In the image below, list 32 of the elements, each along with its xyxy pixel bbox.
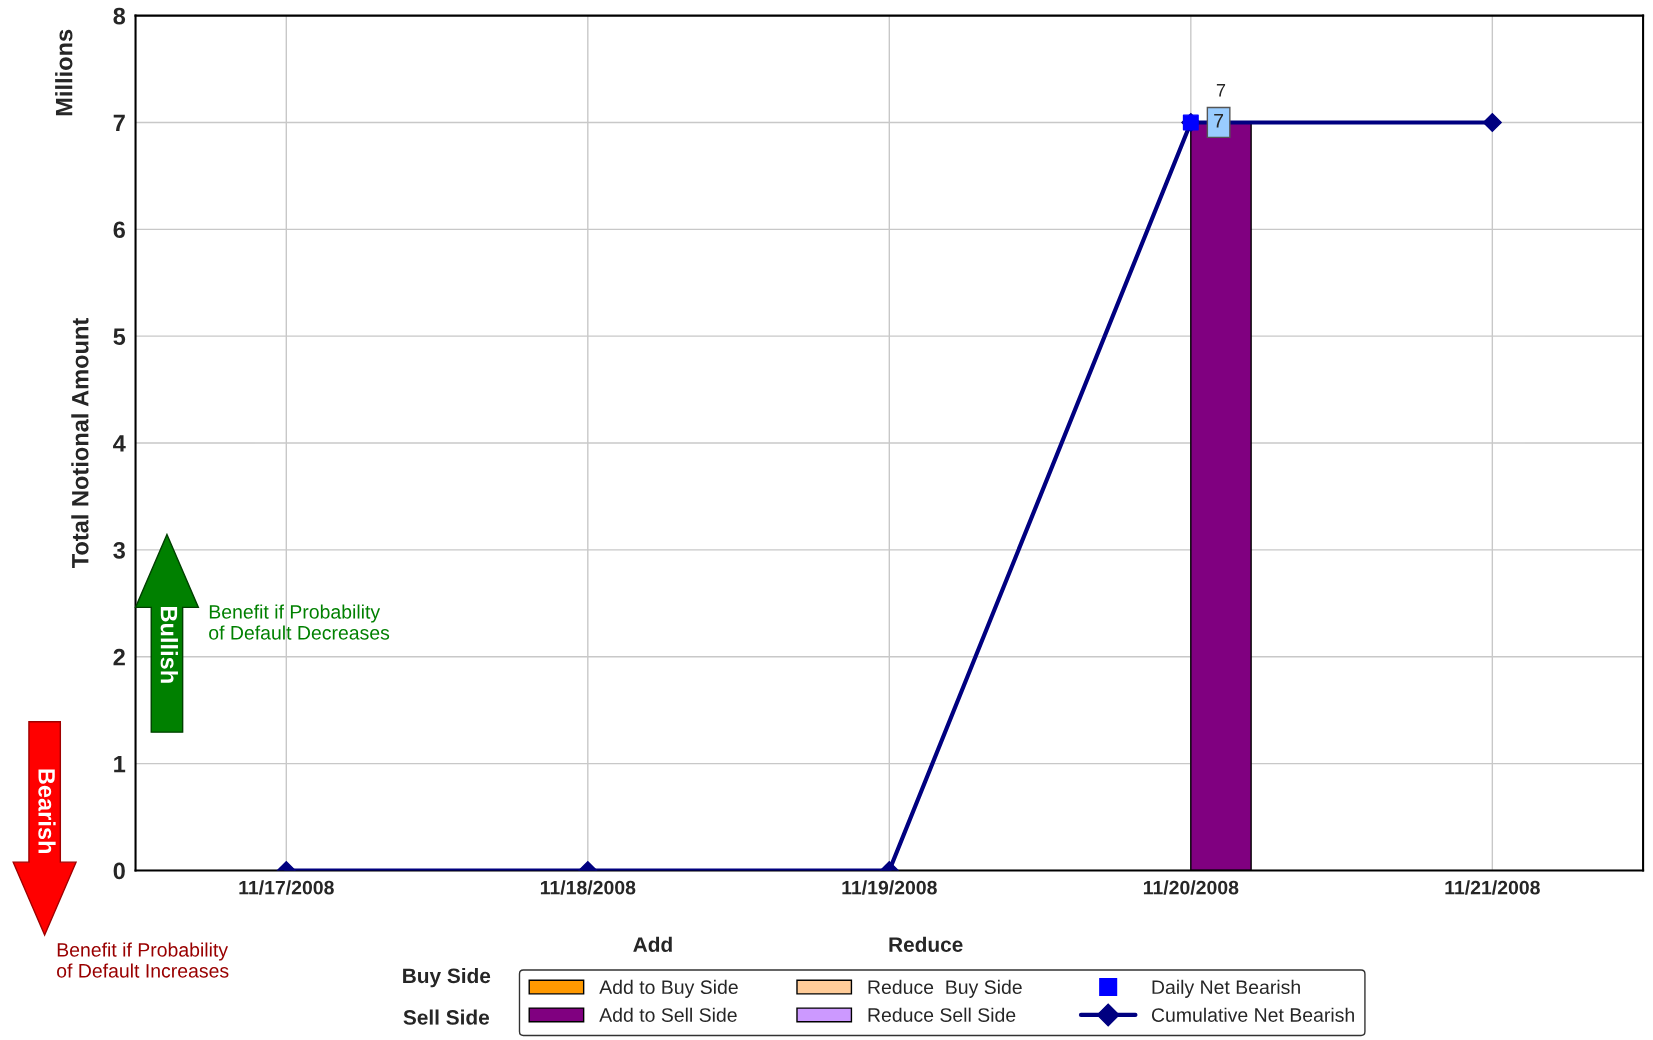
y-tick-label: 5: [113, 328, 126, 345]
x-tick-label: 11/17/2008: [239, 880, 334, 895]
legend-label: Add to Sell Side: [599, 1007, 737, 1022]
text: Add: [633, 936, 672, 952]
text: Buy Side: [403, 967, 491, 988]
x-tick-label: 11/21/2008: [1445, 880, 1540, 895]
y-axis-title: Total Notional Amount: [71, 318, 89, 569]
y-tick-label: 6: [113, 221, 125, 239]
text: Reduce: [889, 936, 963, 952]
legend-label: Reduce Buy Side: [868, 979, 1022, 998]
y-tick-label: 2: [113, 648, 125, 666]
annotation: Bullish: [160, 607, 178, 683]
x-tick-label: 11/19/2008: [842, 880, 937, 895]
text: Sell Side: [403, 1009, 490, 1025]
y-tick-label: 0: [113, 862, 125, 880]
text: Millions: [55, 29, 73, 116]
y-tick-label: 8: [113, 7, 126, 25]
annotation: Benefit if Probability of Default Decreases: [209, 604, 390, 640]
data-label: 7: [1214, 114, 1224, 128]
legend-label: Daily Net Bearish: [1152, 979, 1300, 998]
legend-label: Cumulative Net Bearish: [1151, 1007, 1354, 1022]
y-tick-label: 4: [113, 435, 126, 452]
x-tick-label: 11/18/2008: [540, 880, 636, 895]
y-tick-label: 3: [113, 541, 125, 559]
data-label: 7: [1216, 84, 1226, 97]
y-tick-label: 1: [114, 755, 126, 773]
x-tick-label: 11/20/2008: [1143, 880, 1239, 895]
text: Benefit if Probability of Default Increases: [57, 942, 229, 978]
legend-label: Add to Buy Side: [599, 979, 738, 998]
legend-label: Reduce Sell Side: [868, 1007, 1016, 1022]
text: Bearish: [38, 769, 56, 854]
y-tick-label: 7: [113, 114, 125, 132]
